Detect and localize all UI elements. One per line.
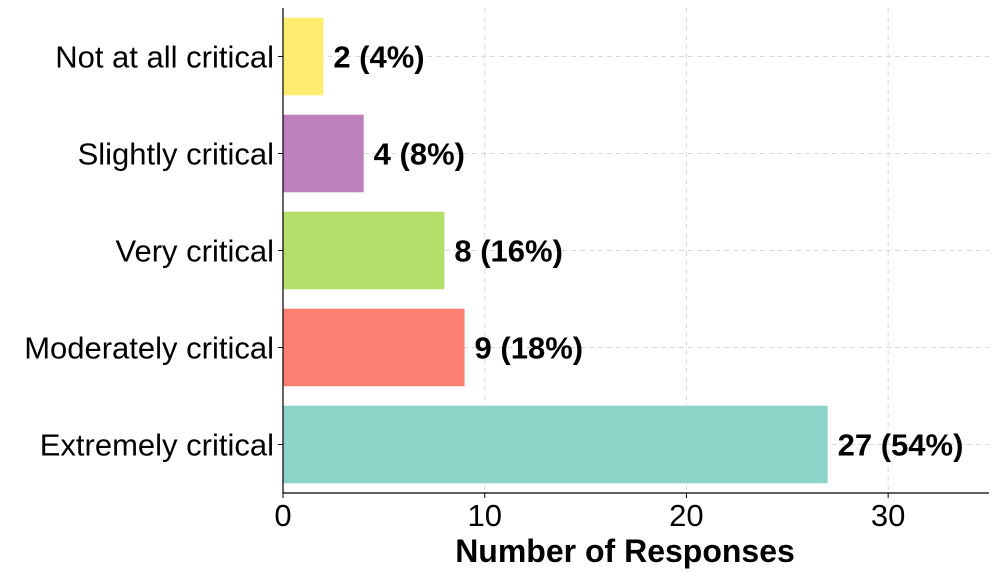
value-label: 27 (54%) <box>838 428 964 463</box>
category-labels: Not at all critical Slightly critical Very… <box>24 40 283 463</box>
bar <box>283 405 828 484</box>
category-label: Very critical <box>116 234 274 269</box>
x-tick-label: 0 <box>274 498 291 533</box>
x-tick-label: 20 <box>669 498 703 533</box>
bar <box>283 211 445 290</box>
x-tick-label: 30 <box>871 498 905 533</box>
x-axis-title: Number of Responses <box>455 533 795 569</box>
bar <box>283 308 465 387</box>
bars <box>283 17 828 484</box>
bar <box>283 114 364 193</box>
category-label: Moderately critical <box>24 331 274 366</box>
bar <box>283 17 324 96</box>
category-label: Slightly critical <box>78 137 274 172</box>
value-label: 4 (8%) <box>374 137 465 172</box>
value-label: 8 (16%) <box>454 234 563 269</box>
category-label: Extremely critical <box>40 428 274 463</box>
category-label: Not at all critical <box>55 40 274 75</box>
x-ticks: 0 10 20 30 <box>274 493 905 533</box>
x-tick-label: 10 <box>467 498 501 533</box>
value-label: 2 (4%) <box>333 40 424 75</box>
value-label: 9 (18%) <box>475 331 584 366</box>
data-labels: 2 (4%) 4 (8%) 8 (16%) 9 (18%) 27 (54%) <box>333 40 963 463</box>
